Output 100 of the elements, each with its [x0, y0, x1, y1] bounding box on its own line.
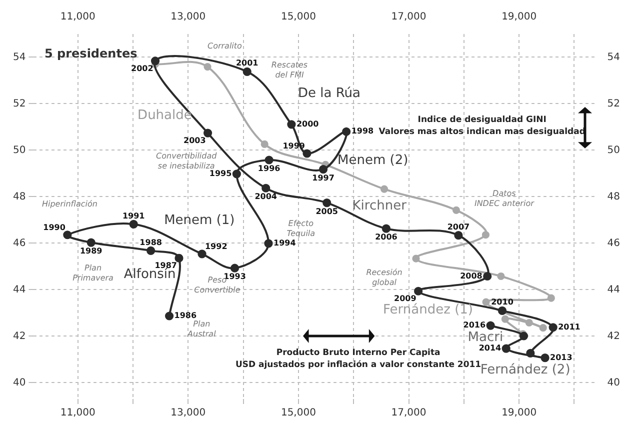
y-tick-label: 52 — [12, 98, 26, 110]
annotation: 5 presidentes — [44, 46, 138, 61]
point — [539, 324, 547, 332]
annotation: De la Rúa — [298, 86, 360, 102]
y2-tick-label: 48 — [607, 191, 620, 202]
annotation: Kirchner — [352, 198, 408, 214]
point — [525, 318, 533, 327]
point — [380, 185, 388, 193]
annotation: 1995 — [209, 169, 232, 178]
y-tick-label: 44 — [12, 284, 26, 296]
annotation: Hiperinflación — [42, 199, 98, 208]
point — [540, 354, 550, 362]
y2-tick-label: 50 — [607, 144, 620, 156]
annotation: 1993 — [224, 272, 246, 282]
y-tick-label: 46 — [12, 238, 26, 249]
y-tick-label: 50 — [12, 144, 26, 156]
point — [483, 272, 492, 281]
annotation: 2005 — [316, 206, 338, 216]
point — [203, 128, 212, 138]
x2-tick-label: 13,000 — [170, 12, 206, 23]
point — [260, 140, 268, 148]
point — [129, 220, 138, 228]
point — [204, 62, 212, 71]
point — [150, 56, 160, 66]
annotation: 2014 — [478, 344, 502, 353]
point — [322, 198, 332, 208]
annotation: 2008 — [460, 271, 483, 280]
annotation: 2010 — [491, 298, 514, 307]
point — [230, 264, 240, 272]
annotation: 2009 — [394, 294, 417, 304]
x-tick-label: 19,000 — [502, 408, 537, 419]
point — [164, 312, 174, 320]
point — [502, 344, 510, 353]
annotation: Datos INDEC anterior — [474, 189, 535, 208]
x-tick-label: 11,000 — [60, 408, 96, 419]
point — [486, 321, 495, 330]
annotation: Rescates del FMI — [271, 60, 308, 80]
point — [262, 184, 270, 192]
annotation: 2003 — [184, 136, 206, 146]
point — [482, 298, 490, 306]
point — [547, 294, 555, 302]
y2-tick-label: 42 — [607, 330, 620, 342]
annotation: 2000 — [296, 120, 320, 129]
annotation: 1998 — [351, 126, 374, 136]
point — [264, 156, 274, 164]
annotation: 1986 — [174, 311, 197, 320]
annotation: Plan Austral — [186, 319, 217, 338]
y-tick-label: 48 — [12, 191, 26, 202]
point — [452, 206, 460, 214]
x2-tick-label: 11,000 — [60, 12, 96, 23]
annotation: 2013 — [550, 352, 572, 362]
x2-tick-label: 15,000 — [280, 12, 316, 23]
annotation: Convertibilidad se inestabiliza — [156, 152, 218, 171]
annotation: 2007 — [447, 222, 470, 232]
point — [146, 246, 156, 255]
annotation: Macri — [468, 330, 504, 345]
annotation: Menem (2) — [338, 153, 408, 168]
annotation: 1997 — [312, 173, 334, 182]
annotation: 2001 — [236, 58, 259, 68]
annotation: 2016 — [463, 320, 486, 330]
annotation: 1992 — [204, 242, 228, 252]
point — [342, 127, 351, 136]
point — [198, 250, 206, 258]
point — [302, 149, 312, 158]
point — [454, 231, 463, 240]
point — [318, 165, 328, 174]
x-tick-label: 13,000 — [170, 408, 206, 419]
annotation: Duhalde — [138, 108, 192, 124]
annotation: 1990 — [43, 222, 66, 232]
y-tick-label: 42 — [12, 330, 26, 342]
point — [548, 323, 558, 332]
point — [232, 170, 241, 178]
x-tick-label: 15,000 — [280, 408, 316, 419]
annotation: 2006 — [375, 232, 398, 242]
point — [497, 272, 505, 280]
y2-tick-label: 52 — [607, 98, 620, 110]
y-tick-label: 54 — [12, 52, 26, 63]
annotation: 1994 — [274, 238, 296, 248]
annotation: 1989 — [80, 246, 103, 256]
annotation: 2011 — [558, 322, 581, 332]
annotation: 2002 — [131, 64, 154, 74]
point — [412, 254, 420, 262]
annotation: Corralito — [207, 42, 242, 51]
annotation: 2004 — [254, 192, 278, 202]
annotation: Fernández (1) — [383, 302, 473, 318]
point — [501, 315, 509, 323]
point — [287, 120, 296, 129]
y2-tick-label: 54 — [607, 52, 620, 63]
x-tick-label: 17,000 — [391, 408, 426, 419]
x2-tick-label: 17,000 — [391, 12, 426, 23]
point — [174, 254, 184, 262]
point — [498, 306, 507, 315]
point — [242, 67, 252, 76]
point — [63, 230, 72, 240]
annotation: 1988 — [140, 238, 162, 247]
annotation: Plan Primavera — [72, 263, 114, 282]
annotation: 1991 — [122, 211, 146, 220]
y2-tick-label: 40 — [607, 377, 620, 388]
y2-tick-label: 46 — [607, 238, 620, 249]
annotation: Fernández (2) — [480, 362, 570, 378]
